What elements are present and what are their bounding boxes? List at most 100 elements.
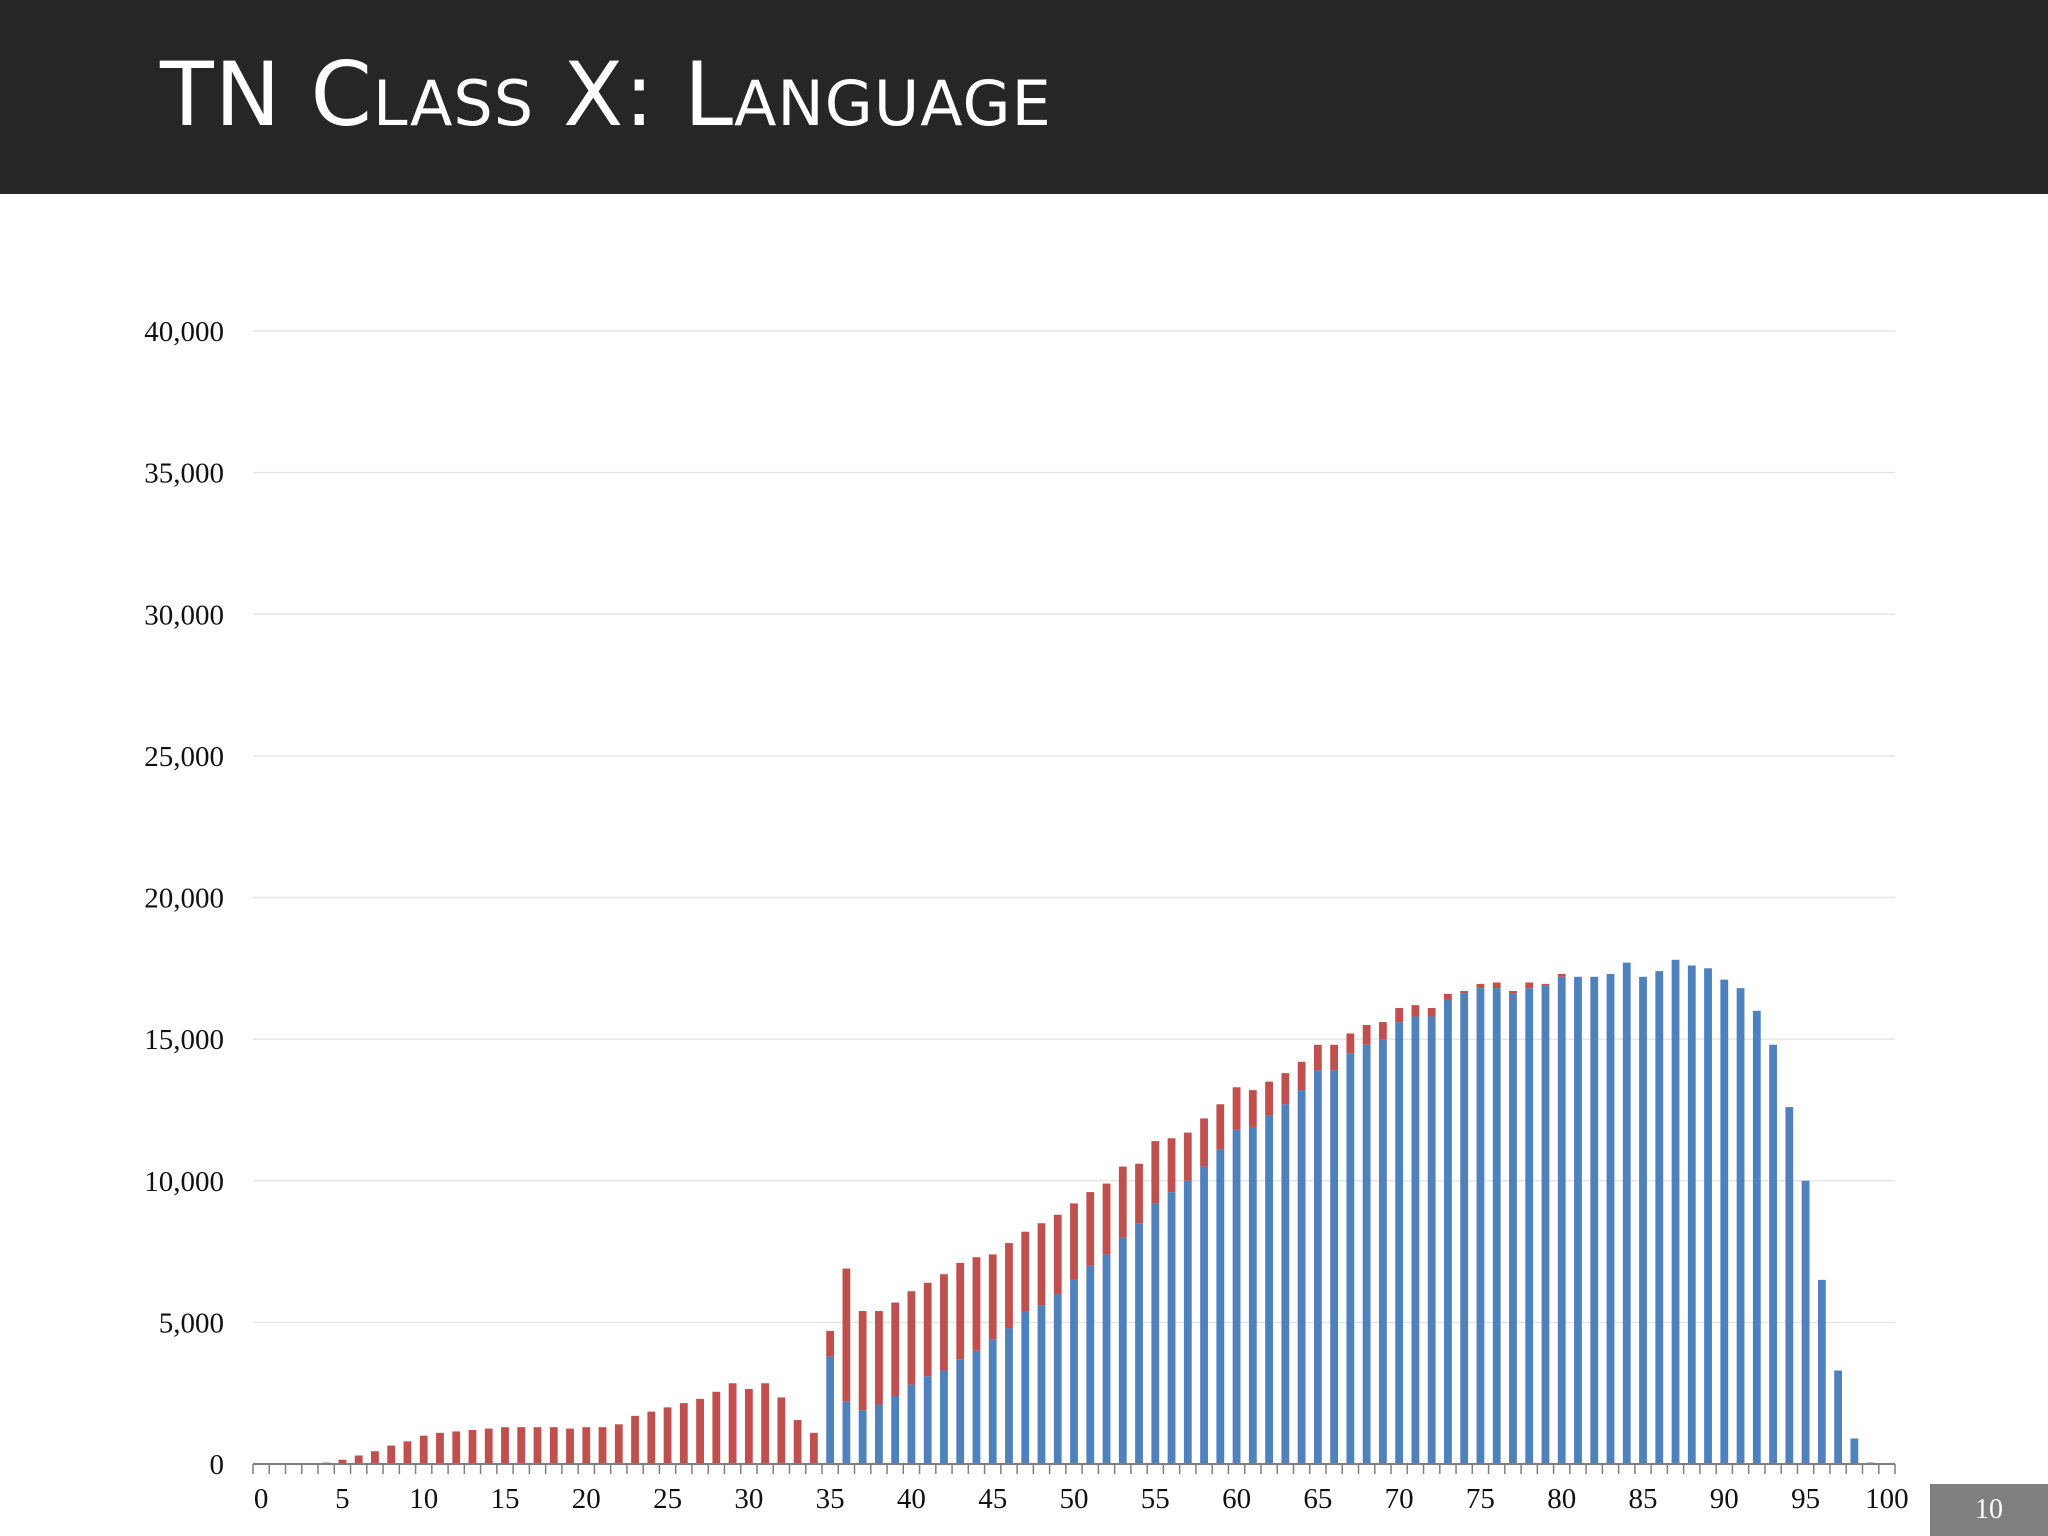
y-tick-label: 30,000: [144, 599, 224, 631]
bar-segment-red: [826, 1330, 835, 1357]
bar-segment-blue: [1476, 988, 1485, 1464]
bar-segment-red: [631, 1415, 639, 1464]
bar-segment-red: [387, 1445, 396, 1464]
bar-segment-red: [858, 1311, 867, 1411]
y-axis-labels: 0 5,000 10,000 15,000 20,000 25,000 30,000 35,0…: [144, 316, 224, 1481]
bar-segment-blue: [1167, 1192, 1176, 1464]
bar-segment-red: [809, 1432, 818, 1464]
bar-segment-red: [1460, 990, 1469, 994]
x-tick-label: 55: [1141, 1483, 1170, 1515]
bar-segment-red: [940, 1274, 948, 1371]
bar-segment-blue: [1037, 1305, 1046, 1464]
bar-segment-blue: [1248, 1126, 1257, 1464]
bar-segment-red: [468, 1430, 477, 1464]
bar-segment-red: [1297, 1061, 1306, 1091]
bar-segment-red: [1200, 1118, 1208, 1167]
x-tick-label: 5: [335, 1483, 350, 1515]
bar-segment-red: [371, 1451, 379, 1464]
bar-segment-blue: [1460, 993, 1469, 1464]
x-tick-label: 40: [897, 1483, 926, 1515]
bar-segment-red: [956, 1262, 965, 1360]
x-axis: [252, 1463, 1896, 1474]
x-tick-label: 80: [1547, 1483, 1576, 1515]
bar-segment-red: [1444, 993, 1452, 1000]
x-tick-label: 70: [1385, 1483, 1414, 1515]
bar-segment-blue: [1378, 1039, 1387, 1464]
bar-segment-blue: [1752, 1010, 1761, 1464]
bar-segment-red: [972, 1257, 981, 1351]
bar-segment-red: [1411, 1005, 1420, 1017]
bar-segment-red: [728, 1383, 737, 1464]
bar-segment-blue: [1850, 1438, 1859, 1464]
bar-segment-red: [1118, 1166, 1127, 1238]
bar-segment-blue: [1330, 1070, 1339, 1464]
bar-segment-red: [582, 1427, 591, 1464]
bar-segment-blue: [1297, 1090, 1306, 1464]
slide-title: TN Class X: Language: [160, 43, 1052, 146]
bar-segment-red: [696, 1398, 704, 1464]
bar-segment-blue: [1183, 1180, 1192, 1464]
bar-segment-red: [1378, 1022, 1387, 1040]
bar-segment-red: [988, 1254, 997, 1340]
page-number: 10: [1930, 1484, 2048, 1536]
bar-segment-blue: [1817, 1279, 1826, 1464]
y-tick-label: 0: [210, 1449, 225, 1481]
x-tick-label: 100: [1865, 1483, 1909, 1515]
bar-segment-blue: [1736, 988, 1745, 1464]
y-tick-label: 10,000: [144, 1166, 224, 1198]
bar-segment-blue: [1525, 988, 1534, 1464]
bar-segment-blue: [1070, 1279, 1078, 1464]
bar-segment-red: [354, 1455, 363, 1464]
x-tick-label: 30: [734, 1483, 763, 1515]
bar-segment-blue: [1411, 1016, 1420, 1464]
bar-segment-red: [1070, 1203, 1078, 1280]
y-tick-label: 35,000: [144, 458, 224, 490]
bar-segment-blue: [1687, 965, 1696, 1464]
bar-segment-red: [403, 1441, 412, 1464]
bar-segment-blue: [1785, 1107, 1794, 1464]
bar-segment-blue: [988, 1339, 997, 1464]
bar-segment-red: [1183, 1132, 1192, 1181]
bar-segment-blue: [1704, 968, 1712, 1464]
bar-segment-blue: [1639, 976, 1647, 1464]
bar-segment-blue: [842, 1401, 851, 1464]
bar-segment-red: [419, 1435, 428, 1464]
bar-segment-blue: [1232, 1129, 1241, 1464]
x-tick-label: 60: [1222, 1483, 1251, 1515]
bar-segment-red: [1037, 1223, 1046, 1306]
bar-segment-blue: [1313, 1070, 1322, 1464]
bar-segment-blue: [1053, 1294, 1062, 1464]
bar-segment-red: [1427, 1007, 1436, 1017]
bar-segment-blue: [956, 1359, 965, 1464]
x-axis-labels: 0 5 10 15 20 25 30 35 40 45 50 55 60 65 70 75 80 85 90 95 10…: [254, 1483, 1909, 1515]
bar-segment-red: [1232, 1087, 1241, 1130]
bar-segment-blue: [1151, 1203, 1160, 1464]
title-bar: TN Class X: Language: [0, 0, 2048, 194]
y-tick-label: 25,000: [144, 741, 224, 773]
bar-segment-red: [1005, 1243, 1013, 1329]
bar-segment-red: [1248, 1090, 1257, 1127]
bar-segment-blue: [1720, 979, 1729, 1464]
bar-segment-blue: [1135, 1223, 1143, 1464]
bar-segment-red: [436, 1432, 444, 1464]
y-tick-label: 20,000: [144, 883, 224, 915]
bar-segment-red: [1281, 1073, 1290, 1105]
bar-segment-red: [1265, 1081, 1273, 1116]
bar-segment-blue: [1444, 999, 1452, 1464]
x-tick-label: 90: [1710, 1483, 1739, 1515]
bar-segment-blue: [858, 1410, 867, 1464]
bar-segment-red: [452, 1431, 461, 1464]
bar-segment-red: [484, 1428, 493, 1464]
bar-segment-red: [566, 1428, 574, 1464]
bar-segment-red: [1053, 1214, 1062, 1295]
bar-segment-red: [679, 1403, 688, 1464]
bar-segment-blue: [875, 1404, 883, 1464]
bar-segment-blue: [1671, 959, 1680, 1464]
bar-segment-blue: [1769, 1044, 1777, 1464]
bar-segment-red: [1102, 1183, 1111, 1255]
bar-segment-blue: [1102, 1254, 1111, 1464]
bar-segment-blue: [1216, 1149, 1225, 1464]
bar-segment-red: [923, 1282, 932, 1377]
bar-segment-red: [777, 1397, 786, 1464]
bar-segment-red: [891, 1302, 900, 1397]
